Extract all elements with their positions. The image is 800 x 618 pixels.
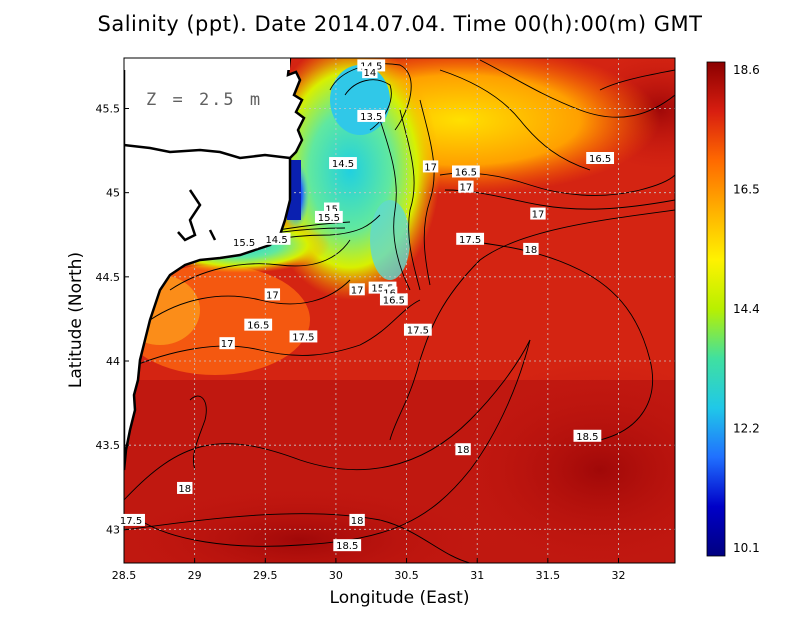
- y-tick-label: 43.5: [96, 439, 121, 452]
- contour-label: 14: [362, 66, 378, 79]
- colorbar-tick-label: 14.4: [733, 302, 760, 316]
- depth-label: Z = 2.5 m: [146, 90, 263, 110]
- chart-title: Salinity (ppt). Date 2014.07.04. Time 00…: [97, 12, 703, 36]
- contour-label: 18.5: [333, 539, 362, 552]
- contour-label: 17.5: [289, 330, 318, 343]
- contour-label: 17.5: [403, 323, 432, 337]
- contour-label: 17: [219, 337, 235, 350]
- contour-label: 18: [455, 443, 471, 456]
- svg-text:17: 17: [424, 162, 437, 173]
- colorbar-labels: 18.6 16.5 14.4 12.2 10.1: [733, 63, 760, 555]
- contour-label: 17: [349, 283, 365, 296]
- plot-frame: [123, 57, 676, 564]
- contour-label: 18: [177, 481, 193, 495]
- contour-label: 15.5: [314, 210, 343, 224]
- svg-text:17.5: 17.5: [120, 516, 142, 527]
- y-axis-label: Latitude (North): [66, 251, 86, 389]
- svg-text:16.5: 16.5: [455, 167, 477, 178]
- contour-label: 14.5: [262, 232, 291, 246]
- x-tick-label: 31.5: [536, 569, 561, 582]
- contour-label: 17.5: [456, 232, 485, 246]
- y-axis: 43 43.5 44 44.5 45 45.5: [96, 103, 129, 536]
- coast-detail: [124, 143, 291, 242]
- contour-label: 17.5: [117, 513, 145, 527]
- svg-text:16.5: 16.5: [247, 321, 269, 332]
- contour-label: 15.5: [230, 236, 258, 249]
- x-tick-label: 31: [470, 569, 484, 582]
- x-tick-label: 30: [329, 569, 343, 582]
- svg-text:17.5: 17.5: [407, 326, 429, 337]
- contour-label: 16.5: [379, 293, 408, 306]
- svg-text:17: 17: [532, 210, 545, 221]
- contour-label: 17: [264, 288, 281, 301]
- svg-text:18: 18: [178, 484, 191, 495]
- grid-lines: [124, 58, 675, 563]
- svg-text:18.5: 18.5: [576, 432, 598, 443]
- x-axis-label: Longitude (East): [329, 588, 470, 608]
- svg-text:17: 17: [266, 290, 279, 301]
- svg-text:18: 18: [525, 245, 538, 256]
- x-tick-label: 32: [611, 569, 625, 582]
- svg-text:17.5: 17.5: [459, 235, 481, 246]
- svg-text:16.5: 16.5: [383, 295, 405, 306]
- svg-text:15.5: 15.5: [233, 238, 255, 249]
- svg-text:14: 14: [363, 68, 376, 79]
- svg-text:17: 17: [221, 339, 234, 350]
- x-tick-label: 29.5: [253, 569, 278, 582]
- colorbar-tick-label: 16.5: [733, 183, 760, 197]
- svg-text:14.5: 14.5: [332, 159, 354, 170]
- contour-label: 18: [523, 242, 539, 256]
- svg-text:17.5: 17.5: [292, 332, 314, 343]
- svg-text:18.5: 18.5: [336, 541, 358, 552]
- x-tick-label: 28.5: [112, 569, 137, 582]
- contour-label: 18: [349, 513, 365, 527]
- contour-label: 17: [530, 207, 546, 221]
- y-tick-label: 44.5: [96, 271, 121, 284]
- y-tick-label: 43: [106, 523, 120, 536]
- salinity-field: [124, 58, 675, 563]
- contour-label: 13.5: [357, 109, 386, 123]
- contour-labels: 14.51413.514.51515.515.514.51716.51716.5…: [117, 59, 615, 552]
- svg-text:16.5: 16.5: [589, 154, 611, 165]
- colorbar-tick-label: 18.6: [733, 63, 760, 77]
- x-axis: 28.5 29 29.5 30 30.5 31 31.5 32: [112, 558, 625, 582]
- colorbar-tick-label: 10.1: [733, 541, 760, 555]
- svg-text:18: 18: [351, 516, 364, 527]
- x-tick-label: 30.5: [394, 569, 419, 582]
- svg-text:18: 18: [457, 445, 470, 456]
- svg-text:17: 17: [460, 183, 473, 194]
- y-tick-label: 45: [106, 187, 120, 200]
- contour-label: 16.5: [244, 318, 273, 332]
- svg-text:14.5: 14.5: [265, 235, 287, 246]
- contour-label: 14.5: [329, 157, 357, 170]
- contour-label: 17: [422, 160, 439, 173]
- y-tick-label: 45.5: [96, 103, 121, 116]
- x-tick-label: 29: [188, 569, 202, 582]
- svg-text:15: 15: [325, 205, 338, 216]
- svg-text:15.5: 15.5: [318, 213, 340, 224]
- land-mass: [124, 58, 306, 471]
- colorbar: [706, 61, 726, 557]
- svg-text:13.5: 13.5: [360, 112, 382, 123]
- contour-label: 16.5: [452, 165, 480, 178]
- contour-label: 17: [458, 180, 474, 194]
- colorbar-tick-label: 12.2: [733, 422, 760, 436]
- y-tick-label: 44: [106, 355, 120, 368]
- contour-label: 18.5: [573, 429, 602, 443]
- svg-text:17: 17: [351, 285, 364, 296]
- contour-label: 16.5: [586, 152, 615, 165]
